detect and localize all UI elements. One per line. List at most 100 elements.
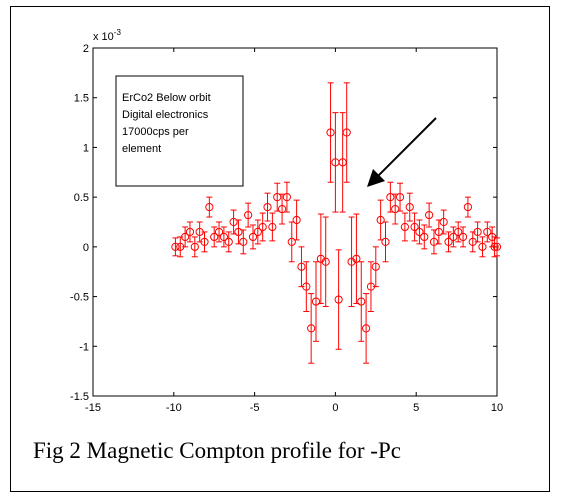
y-tick-label: 2 bbox=[83, 43, 89, 55]
point-marker bbox=[224, 237, 233, 246]
point-marker bbox=[400, 222, 409, 232]
point-marker bbox=[371, 262, 380, 271]
y-tick-label: 1.5 bbox=[74, 93, 89, 105]
x-tick-label: 5 bbox=[413, 402, 419, 414]
point-marker bbox=[234, 227, 243, 237]
point-marker bbox=[277, 204, 287, 214]
point-marker bbox=[434, 227, 443, 237]
point-marker bbox=[429, 237, 439, 246]
data-point bbox=[381, 221, 390, 263]
point-marker bbox=[181, 232, 190, 242]
point-marker bbox=[311, 297, 321, 306]
legend-box bbox=[115, 75, 244, 187]
point-marker bbox=[273, 193, 282, 202]
data-point bbox=[195, 221, 204, 243]
point-marker bbox=[282, 193, 292, 202]
data-point bbox=[258, 212, 267, 242]
data-point bbox=[454, 221, 463, 243]
data-point bbox=[425, 202, 434, 228]
point-marker bbox=[391, 204, 400, 214]
point-marker bbox=[381, 237, 390, 246]
point-marker bbox=[253, 227, 262, 237]
point-marker bbox=[248, 232, 258, 242]
data-point bbox=[362, 293, 371, 364]
data-point bbox=[200, 231, 209, 253]
x-tick-label: 10 bbox=[491, 402, 503, 414]
point-marker bbox=[268, 222, 277, 232]
y-tick-label: 1 bbox=[83, 142, 89, 154]
y-tick-label: -1 bbox=[79, 341, 89, 353]
axis-ticks: -15 -10 -5 0 5 10 -1.5 -1 -0.5 0 0.5 1 1.5 2 bbox=[70, 43, 503, 414]
data-point bbox=[263, 192, 272, 222]
data-point bbox=[492, 237, 502, 257]
point-marker bbox=[352, 254, 361, 263]
point-marker bbox=[444, 237, 453, 246]
point-marker bbox=[219, 232, 228, 242]
point-marker bbox=[357, 297, 366, 306]
data-point bbox=[311, 261, 321, 342]
point-marker bbox=[395, 193, 405, 202]
point-marker bbox=[321, 257, 330, 266]
x-tick-label: -15 bbox=[85, 402, 101, 414]
data-point bbox=[449, 226, 458, 248]
data-point bbox=[478, 236, 487, 258]
point-marker bbox=[287, 237, 296, 246]
data-point bbox=[371, 246, 380, 288]
point-marker bbox=[405, 202, 414, 212]
data-point bbox=[268, 212, 277, 242]
point-marker bbox=[326, 128, 335, 137]
data-point bbox=[234, 219, 243, 245]
data-point bbox=[210, 226, 219, 248]
legend-line-2: Digital electronics bbox=[122, 109, 209, 121]
data-point bbox=[224, 231, 233, 253]
data-point bbox=[444, 231, 453, 253]
data-point bbox=[244, 202, 253, 228]
legend-line-3: 17000cps per bbox=[122, 126, 189, 138]
y-tick-label: 0.5 bbox=[74, 192, 89, 204]
point-marker bbox=[415, 227, 424, 237]
point-marker bbox=[334, 295, 343, 304]
point-marker bbox=[420, 232, 429, 242]
point-marker bbox=[473, 227, 482, 237]
data-point bbox=[473, 221, 482, 243]
point-marker bbox=[410, 222, 419, 232]
legend-line-4: element bbox=[122, 143, 161, 155]
data-points bbox=[171, 82, 502, 364]
point-marker bbox=[449, 232, 458, 242]
data-point bbox=[277, 193, 287, 225]
y-multiplier-label: x 10-3 bbox=[93, 28, 121, 43]
data-point bbox=[273, 182, 282, 212]
y-tick-label: 0 bbox=[83, 242, 89, 254]
data-point bbox=[395, 182, 405, 212]
point-marker bbox=[458, 232, 468, 242]
point-marker bbox=[171, 242, 180, 251]
data-point bbox=[420, 224, 429, 250]
data-point bbox=[219, 226, 228, 248]
data-point bbox=[185, 221, 195, 243]
data-point bbox=[405, 192, 414, 222]
y-tick-label: -1.5 bbox=[70, 391, 89, 403]
point-marker bbox=[463, 202, 473, 212]
point-marker bbox=[205, 202, 214, 212]
point-marker bbox=[214, 227, 224, 237]
data-point bbox=[297, 246, 306, 288]
data-point bbox=[307, 293, 316, 364]
data-point bbox=[342, 82, 351, 183]
data-point bbox=[229, 209, 238, 235]
data-point bbox=[214, 221, 224, 243]
data-point bbox=[376, 199, 385, 241]
point-marker bbox=[297, 262, 306, 271]
point-marker bbox=[362, 324, 371, 333]
point-marker bbox=[239, 237, 248, 246]
point-marker bbox=[490, 242, 499, 251]
data-point bbox=[357, 261, 366, 342]
data-point bbox=[239, 229, 248, 255]
data-point bbox=[302, 261, 311, 312]
data-point bbox=[490, 236, 499, 258]
arrowhead bbox=[367, 169, 385, 187]
y-tick-label: -0.5 bbox=[70, 292, 89, 304]
point-marker bbox=[386, 193, 395, 202]
figure-caption: Fig 2 Magnetic Compton profile for -Pc bbox=[33, 438, 401, 463]
point-marker bbox=[229, 217, 238, 227]
point-marker bbox=[185, 227, 195, 237]
